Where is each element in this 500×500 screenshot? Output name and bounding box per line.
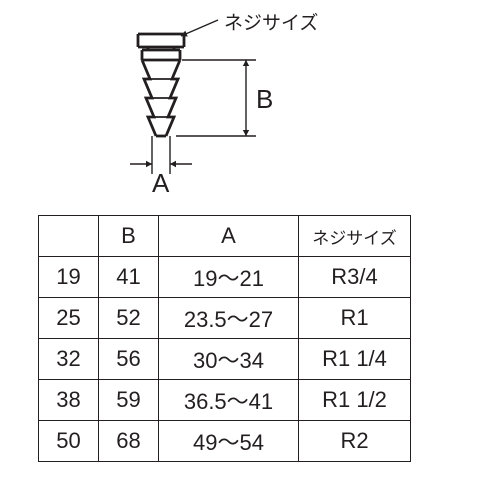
dimension-b-label: B <box>256 84 273 115</box>
cell-thread: R1 1/4 <box>299 339 411 380</box>
table-row: 325630〜34R1 1/4 <box>39 339 411 380</box>
cell-A: 49〜54 <box>159 421 299 462</box>
spec-table-wrap: BAネジサイズ194119〜21R3/4255223.5〜27R1325630〜… <box>38 215 411 462</box>
cell-size: 32 <box>39 339 99 380</box>
cell-size: 38 <box>39 380 99 421</box>
cell-B: 56 <box>99 339 159 380</box>
table-header-row: BAネジサイズ <box>39 216 411 257</box>
table-header-A: A <box>159 216 299 257</box>
table-row: 255223.5〜27R1 <box>39 298 411 339</box>
table-row: 194119〜21R3/4 <box>39 257 411 298</box>
page: ネジサイズ B A BAネジサイズ194119〜21R3/4255223.5〜2… <box>0 0 500 500</box>
cell-size: 25 <box>39 298 99 339</box>
cell-B: 59 <box>99 380 159 421</box>
table-row: 506849〜54R2 <box>39 421 411 462</box>
cell-size: 50 <box>39 421 99 462</box>
spec-table: BAネジサイズ194119〜21R3/4255223.5〜27R1325630〜… <box>38 215 411 462</box>
cell-size: 19 <box>39 257 99 298</box>
cell-A: 30〜34 <box>159 339 299 380</box>
cell-B: 68 <box>99 421 159 462</box>
cell-thread: R1 <box>299 298 411 339</box>
cell-B: 41 <box>99 257 159 298</box>
cell-A: 19〜21 <box>159 257 299 298</box>
fitting-diagram: ネジサイズ B A <box>80 8 310 178</box>
cell-thread: R3/4 <box>299 257 411 298</box>
table-row: 385936.5〜41R1 1/2 <box>39 380 411 421</box>
cell-A: 36.5〜41 <box>159 380 299 421</box>
table-header-size <box>39 216 99 257</box>
dimension-a-label: A <box>152 168 169 199</box>
thread-size-label: ネジサイズ <box>224 8 318 35</box>
cell-thread: R1 1/2 <box>299 380 411 421</box>
cell-thread: R2 <box>299 421 411 462</box>
table-header-B: B <box>99 216 159 257</box>
cell-B: 52 <box>99 298 159 339</box>
table-header-thread: ネジサイズ <box>299 216 411 257</box>
cell-A: 23.5〜27 <box>159 298 299 339</box>
